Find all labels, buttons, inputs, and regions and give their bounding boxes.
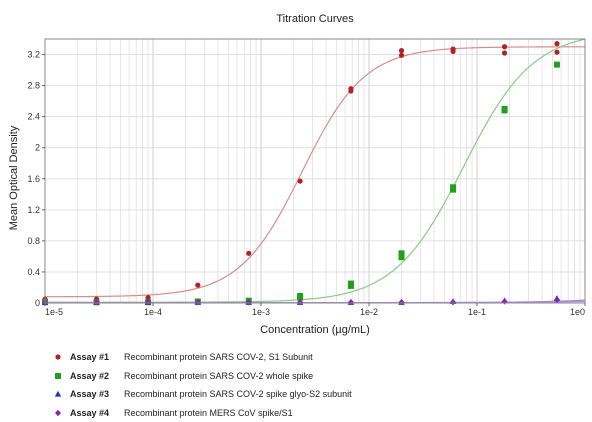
x-tick-label: 1e-4 (144, 307, 162, 317)
x-axis-label: Concentration (µg/mL) (260, 324, 370, 336)
y-tick-label: 1.2 (27, 205, 40, 215)
series-2-point (554, 62, 560, 68)
legend-tag: Assay #3 (70, 389, 120, 399)
y-tick-label: 0 (35, 298, 40, 308)
legend-marker (52, 351, 64, 363)
series-1-point (502, 50, 507, 55)
series-2-point (502, 106, 508, 112)
fit-curves (45, 39, 585, 302)
legend-marker-shape (55, 355, 60, 360)
x-tick-label: 1e0 (570, 307, 585, 317)
series-4-point (450, 299, 456, 305)
legend-tag: Assay #2 (70, 371, 120, 381)
y-tick-label: 0.8 (27, 236, 40, 246)
series-2-point (297, 293, 303, 299)
y-tick-label: 1.6 (27, 174, 40, 184)
y-tick-label: 2.8 (27, 81, 40, 91)
y-tick-label: 2 (35, 143, 40, 153)
series-1-point (195, 283, 200, 288)
titration-chart: Titration Curves 1e-5 1e-4 1e-3 1e-2 1e-1 1e0… (0, 0, 592, 345)
legend-item: Assay #2 Recombinant protein SARS COV-2 w… (52, 367, 582, 386)
legend-marker (52, 370, 64, 382)
chart-title: Titration Curves (276, 13, 354, 25)
legend-label: Recombinant protein SARS COV-2, S1 Subun… (124, 352, 313, 362)
legend-marker (52, 407, 64, 419)
legend: Assay #1 Recombinant protein SARS COV-2, … (52, 348, 582, 422)
series-2-point (399, 250, 405, 256)
series-2-point (450, 184, 456, 190)
series-1-point (297, 178, 302, 183)
legend-marker-shape (55, 373, 61, 379)
legend-tag: Assay #1 (70, 352, 120, 362)
legend-item: Assay #3 Recombinant protein SARS COV-2 s… (52, 385, 582, 404)
grid (45, 39, 585, 303)
series-1-point (502, 44, 507, 49)
legend-label: Recombinant protein MERS CoV spike/S1 (124, 408, 293, 418)
series-1-point (348, 86, 353, 91)
series-1-curve (45, 47, 585, 297)
legend-marker (52, 388, 64, 400)
y-tick-label: 2.4 (27, 112, 40, 122)
series-1-point (554, 41, 559, 46)
series-1-point (246, 251, 251, 256)
x-tick-label: 1e-3 (252, 307, 270, 317)
x-tick-label: 1e-1 (468, 307, 486, 317)
legend-item: Assay #1 Recombinant protein SARS COV-2, … (52, 348, 582, 367)
legend-item: Assay #4 Recombinant protein MERS CoV spi… (52, 404, 582, 422)
x-tick-label: 1e-2 (360, 307, 378, 317)
series-4-point (502, 298, 508, 304)
series-2-curve (45, 39, 585, 302)
y-axis-label: Mean Optical Density (8, 125, 20, 230)
y-tick-label: 0.4 (27, 267, 40, 277)
y-tick-label: 3.2 (27, 50, 40, 60)
plot-frame (45, 39, 585, 303)
series-1-point (554, 50, 559, 55)
legend-label: Recombinant protein SARS COV-2 whole spi… (124, 371, 313, 381)
legend-tag: Assay #4 (70, 408, 120, 418)
legend-label: Recombinant protein SARS COV-2 spike gly… (124, 389, 352, 399)
series-1-point (399, 53, 404, 58)
series-1-point (399, 48, 404, 53)
axis-ticks: 1e-5 1e-4 1e-3 1e-2 1e-1 1e0 0 0.4 0.8 1.2 1.6 2 2.4… (27, 50, 585, 317)
legend-marker-shape (55, 391, 61, 397)
series-1-point (450, 46, 455, 51)
series-2-point (348, 281, 354, 287)
x-tick-label: 1e-5 (45, 307, 63, 317)
